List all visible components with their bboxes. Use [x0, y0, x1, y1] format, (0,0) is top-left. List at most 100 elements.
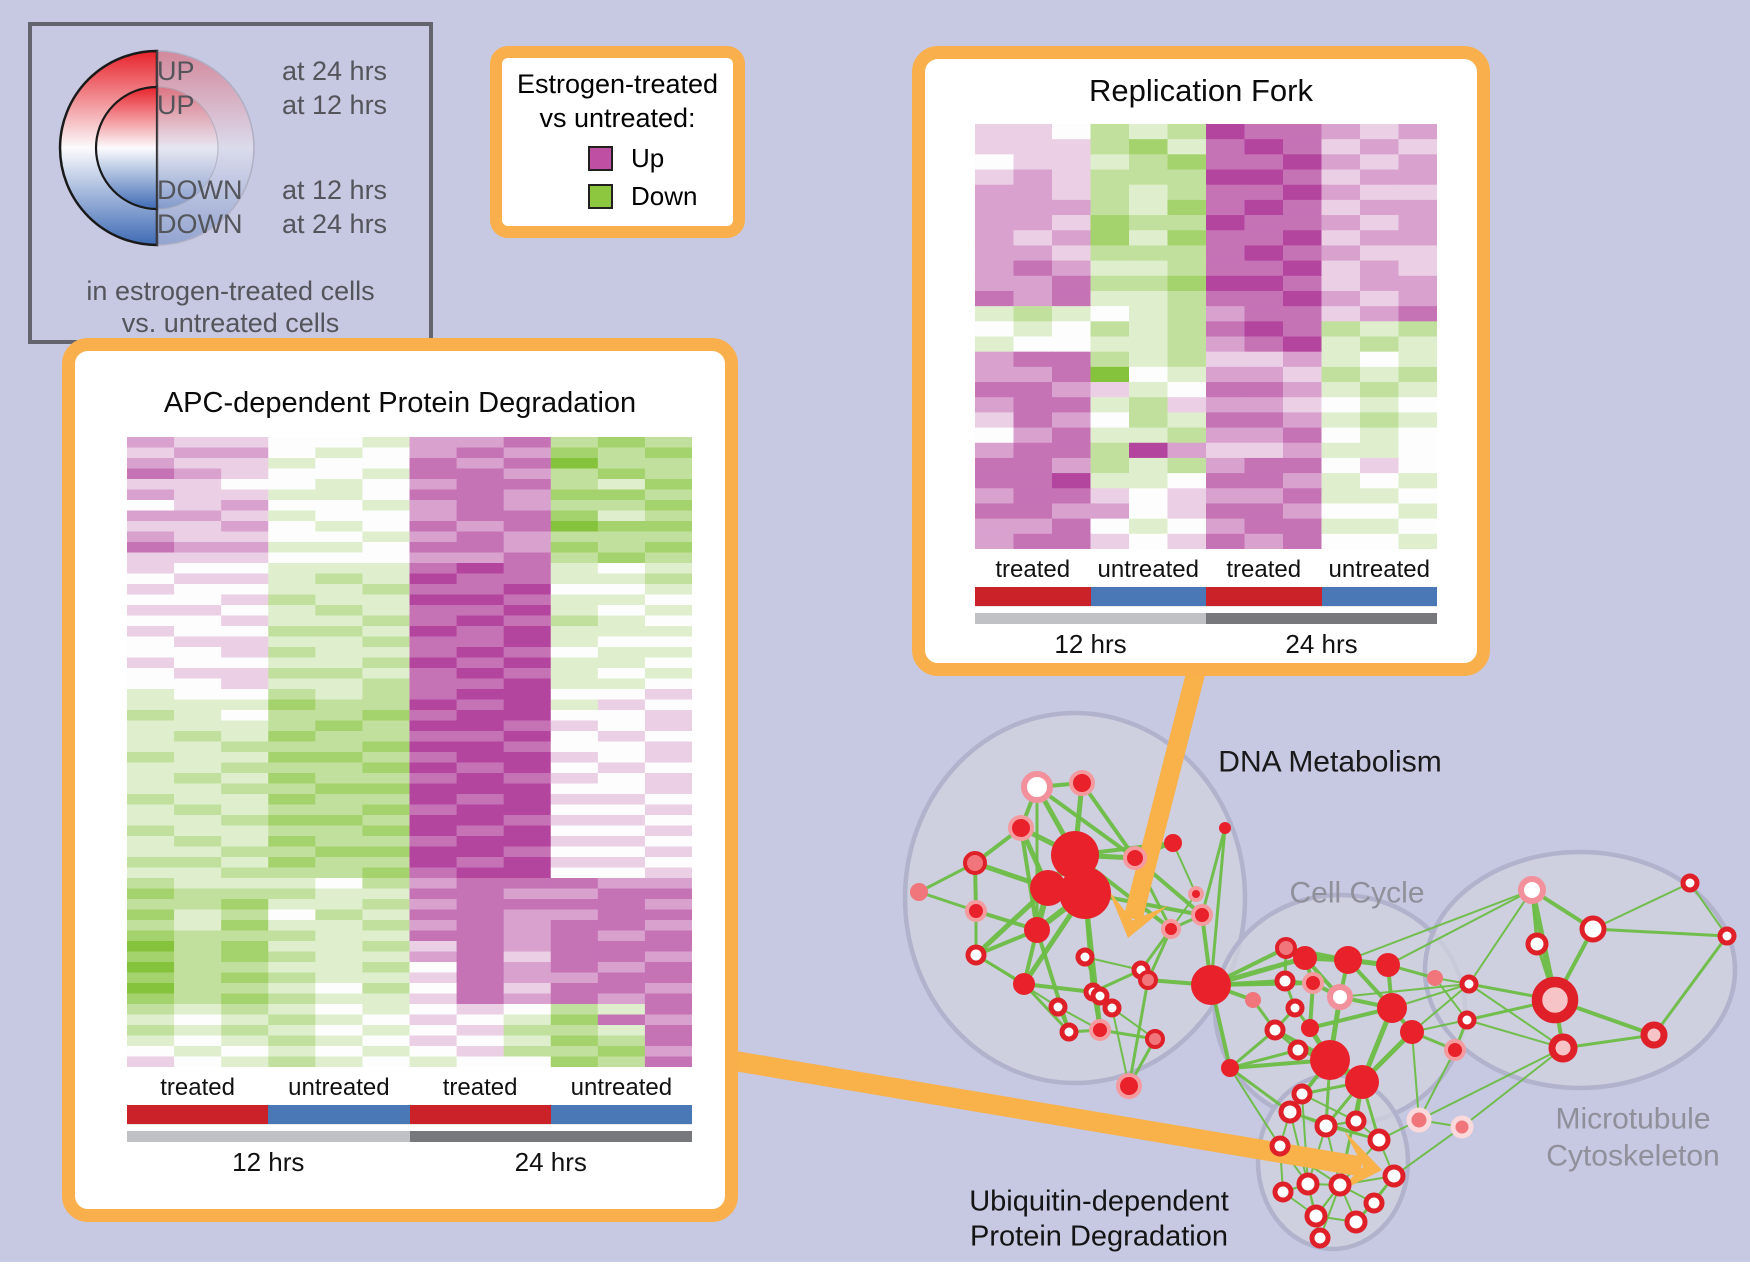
heatmap-cell: [221, 531, 270, 543]
condition-label: untreated: [288, 1074, 390, 1101]
heatmap-cell: [503, 1004, 553, 1015]
heatmap-cell: [1129, 442, 1169, 459]
heatmap-cell: [1129, 412, 1169, 429]
heatmap-cell: [221, 741, 270, 753]
legend-row-down-12: DOWN at 12 hrs: [157, 175, 387, 206]
heatmap-cell: [550, 1004, 600, 1015]
heatmap-cell: [1052, 473, 1092, 489]
heatmap-cell: [550, 825, 600, 837]
heatmap-cell: [1090, 473, 1131, 489]
heatmap-cell: [315, 1004, 364, 1015]
heatmap-cell: [975, 230, 1015, 246]
heatmap-cell: [268, 857, 317, 868]
network-edge: [1411, 983, 1470, 1033]
heatmap-cell: [503, 794, 553, 805]
heatmap-cell: [127, 689, 176, 700]
heatmap-cell: [221, 951, 270, 963]
heatmap-cell: [503, 1014, 553, 1026]
heatmap-cell: [1398, 336, 1437, 353]
heatmap-cell: [315, 542, 364, 553]
heatmap-cell: [644, 1025, 692, 1036]
heatmap-cell: [1090, 351, 1131, 368]
heatmap-cell: [456, 500, 506, 511]
heatmap-cell: [597, 962, 647, 973]
heatmap-cell: [268, 836, 317, 847]
network-edge: [1652, 934, 1729, 1037]
gene-set-node: [1345, 1065, 1379, 1099]
heatmap-cell: [127, 731, 176, 742]
heatmap-cell: [221, 867, 270, 879]
heatmap-cell: [550, 951, 600, 963]
gene-set-node: [1075, 947, 1095, 967]
heatmap-cell: [221, 1035, 270, 1047]
heatmap-cell: [268, 657, 317, 669]
heatmap-cell: [315, 941, 364, 952]
heatmap-cell: [268, 972, 317, 984]
heatmap-cell: [503, 783, 553, 795]
heatmap-cell: [221, 699, 270, 711]
heatmap-cell: [550, 458, 600, 469]
heatmap-cell: [127, 815, 176, 826]
heatmap-cell: [409, 762, 458, 774]
heatmap-cell: [268, 731, 317, 742]
condition-bar-segment: [268, 1105, 410, 1124]
heatmap-cell: [550, 573, 600, 585]
heatmap-cell: [597, 531, 647, 543]
heatmap-cell: [315, 993, 364, 1005]
heatmap-cell: [221, 972, 270, 984]
heatmap-cell: [1129, 382, 1169, 398]
network-edge: [1418, 1049, 1456, 1121]
timepoint-bar-segment: [409, 1131, 692, 1142]
heatmap-cell: [174, 815, 223, 826]
gene-set-node: [1069, 770, 1095, 796]
network-edge: [1172, 842, 1197, 895]
heatmap-cell: [456, 1056, 506, 1067]
heatmap-cell: [550, 752, 600, 763]
heatmap-cell: [174, 447, 223, 459]
updown-gradient-circle-icon: [58, 49, 255, 247]
heatmap-cell: [174, 783, 223, 795]
heatmap-cell: [1052, 290, 1092, 307]
gene-set-node: [1272, 1181, 1294, 1203]
heatmap-cell: [1052, 154, 1092, 170]
heatmap-cell: [597, 878, 647, 889]
gene-set-node: [1314, 1114, 1338, 1138]
gene-set-node: [1221, 1059, 1239, 1077]
heatmap-cell: [1398, 275, 1437, 292]
heatmap-cell: [174, 951, 223, 963]
heatmap-cell: [1360, 366, 1400, 383]
heatmap-cell: [221, 1014, 270, 1026]
heatmap-cell: [1398, 124, 1437, 140]
heatmap-cell: [221, 720, 270, 732]
heatmap-cell: [1398, 139, 1437, 155]
gene-set-node: [1188, 886, 1204, 902]
heatmap-cell: [503, 888, 553, 900]
heatmap-cell: [1283, 275, 1323, 292]
heatmap-cell: [174, 846, 223, 858]
heatmap-cell: [268, 804, 317, 816]
condition-bar-segment: [1090, 587, 1206, 606]
heatmap-cell: [174, 636, 223, 648]
heatmap-cell: [1360, 169, 1400, 186]
gene-set-node: [1296, 1172, 1320, 1196]
heatmap-cell: [221, 552, 270, 564]
heatmap-cell: [456, 573, 506, 585]
heatmap-cell: [644, 983, 692, 994]
heatmap-cell: [221, 447, 270, 459]
heatmap-cell: [409, 636, 458, 648]
heatmap-cell: [268, 1014, 317, 1026]
heatmap-cell: [1090, 412, 1131, 429]
heatmap-cell: [1206, 382, 1246, 398]
heatmap-cell: [597, 867, 647, 879]
heatmap-cell: [1013, 124, 1054, 140]
heatmap-cell: [221, 710, 270, 721]
heatmap-cell: [1013, 382, 1054, 398]
heatmap-cell: [362, 878, 411, 889]
heatmap-cell: [503, 941, 553, 952]
arrowhead-icon: [1108, 890, 1168, 938]
cluster-label: Ubiquitin-dependent Protein Degradation: [969, 1185, 1229, 1256]
heatmap-cell: [127, 825, 176, 837]
heatmap-cell: [597, 836, 647, 847]
heatmap-cell: [975, 518, 1015, 535]
heatmap-cell: [456, 447, 506, 459]
